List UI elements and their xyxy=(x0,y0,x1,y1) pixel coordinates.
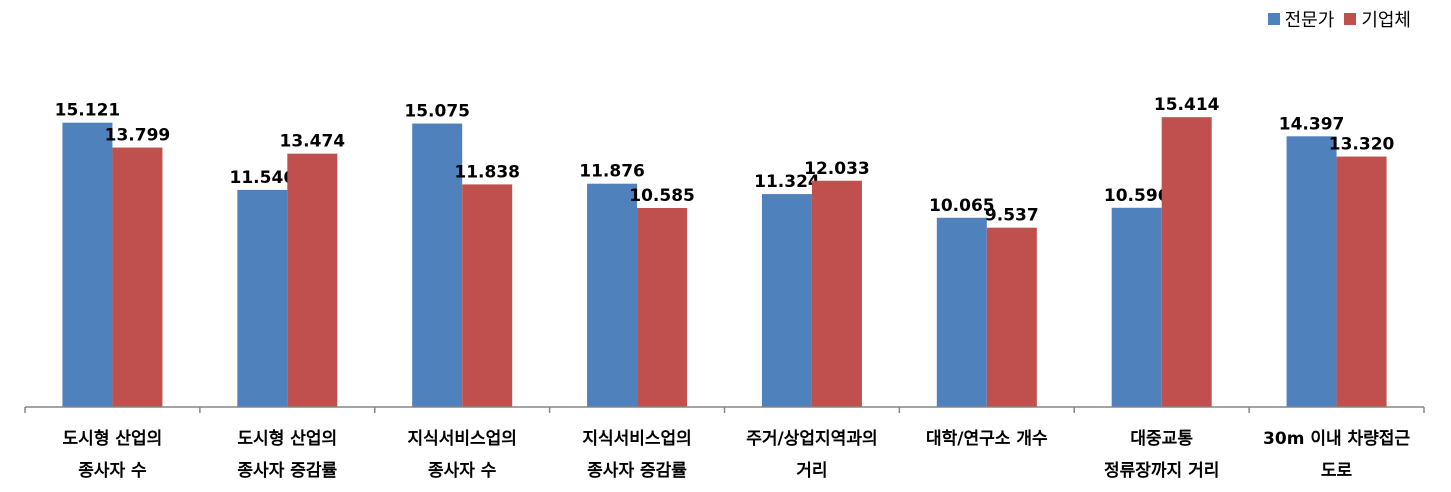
bar-company-3 xyxy=(637,207,688,407)
data-label-company-0: 13.799 xyxy=(105,126,171,146)
category-label-3-line-0: 지식서비스업의 xyxy=(582,429,691,449)
bar-company-6 xyxy=(1161,117,1212,408)
category-label-1-line-1: 종사자 증감률 xyxy=(237,461,337,481)
category-label-0-line-1: 종사자 수 xyxy=(78,461,147,481)
data-label-expert-5: 10.065 xyxy=(929,196,995,216)
data-label-expert-7: 14.397 xyxy=(1279,114,1345,134)
bar-company-0 xyxy=(112,147,163,407)
data-label-company-6: 15.414 xyxy=(1154,95,1220,115)
data-label-company-2: 11.838 xyxy=(454,162,520,182)
legend-swatch-expert xyxy=(1267,13,1280,25)
category-label-2-line-0: 지식서비스업의 xyxy=(407,429,516,449)
bar-company-5 xyxy=(986,227,1037,407)
bar-company-7 xyxy=(1336,156,1387,407)
category-label-6-line-0: 대중교통 xyxy=(1130,429,1193,449)
bar-expert-1 xyxy=(237,189,288,407)
bar-expert-0 xyxy=(62,122,113,408)
bar-company-4 xyxy=(811,180,862,407)
legend-label-company: 기업체 xyxy=(1361,10,1411,31)
bar-company-2 xyxy=(462,184,513,407)
data-label-expert-4: 11.324 xyxy=(754,172,820,192)
bar-expert-4 xyxy=(761,194,812,407)
category-label-3-line-1: 종사자 증감률 xyxy=(587,461,687,481)
bar-expert-7 xyxy=(1286,136,1337,407)
data-label-company-3: 10.585 xyxy=(629,186,695,206)
data-label-company-5: 9.537 xyxy=(985,206,1039,226)
data-label-company-1: 13.474 xyxy=(280,132,346,152)
category-label-5-line-0: 대학/연구소 개수 xyxy=(926,429,1048,449)
bar-expert-6 xyxy=(1111,207,1162,407)
category-label-0-line-0: 도시형 산업의 xyxy=(63,428,163,449)
data-label-expert-6: 10.596 xyxy=(1104,186,1170,206)
category-label-1-line-0: 도시형 산업의 xyxy=(237,428,337,449)
data-label-expert-3: 11.876 xyxy=(579,162,645,182)
category-label-7-line-0: 30m 이내 차량접근 xyxy=(1263,429,1410,449)
category-label-2-line-1: 종사자 수 xyxy=(428,461,497,481)
bar-expert-5 xyxy=(936,217,987,407)
category-label-6-line-1: 정류장까지 거리 xyxy=(1104,461,1219,481)
data-label-company-7: 13.320 xyxy=(1329,135,1395,155)
bar-company-1 xyxy=(287,153,338,407)
data-label-company-4: 12.033 xyxy=(804,159,870,179)
bar-expert-3 xyxy=(587,183,638,407)
data-label-expert-1: 11.546 xyxy=(230,168,296,188)
data-label-expert-2: 15.075 xyxy=(404,102,470,122)
legend-swatch-company xyxy=(1344,13,1357,25)
category-label-7-line-1: 도로 xyxy=(1321,461,1353,481)
category-label-4-line-1: 거리 xyxy=(796,461,827,481)
data-label-expert-0: 15.121 xyxy=(55,101,121,121)
legend-label-expert: 전문가 xyxy=(1284,10,1335,31)
legend-item-company: 기업체 xyxy=(1344,6,1411,32)
chart-legend: 전문가 기업체 xyxy=(1258,6,1411,32)
bar-expert-2 xyxy=(412,123,463,407)
category-label-4-line-0: 주거/상업지역과의 xyxy=(746,429,877,449)
legend-item-expert: 전문가 xyxy=(1267,6,1335,32)
